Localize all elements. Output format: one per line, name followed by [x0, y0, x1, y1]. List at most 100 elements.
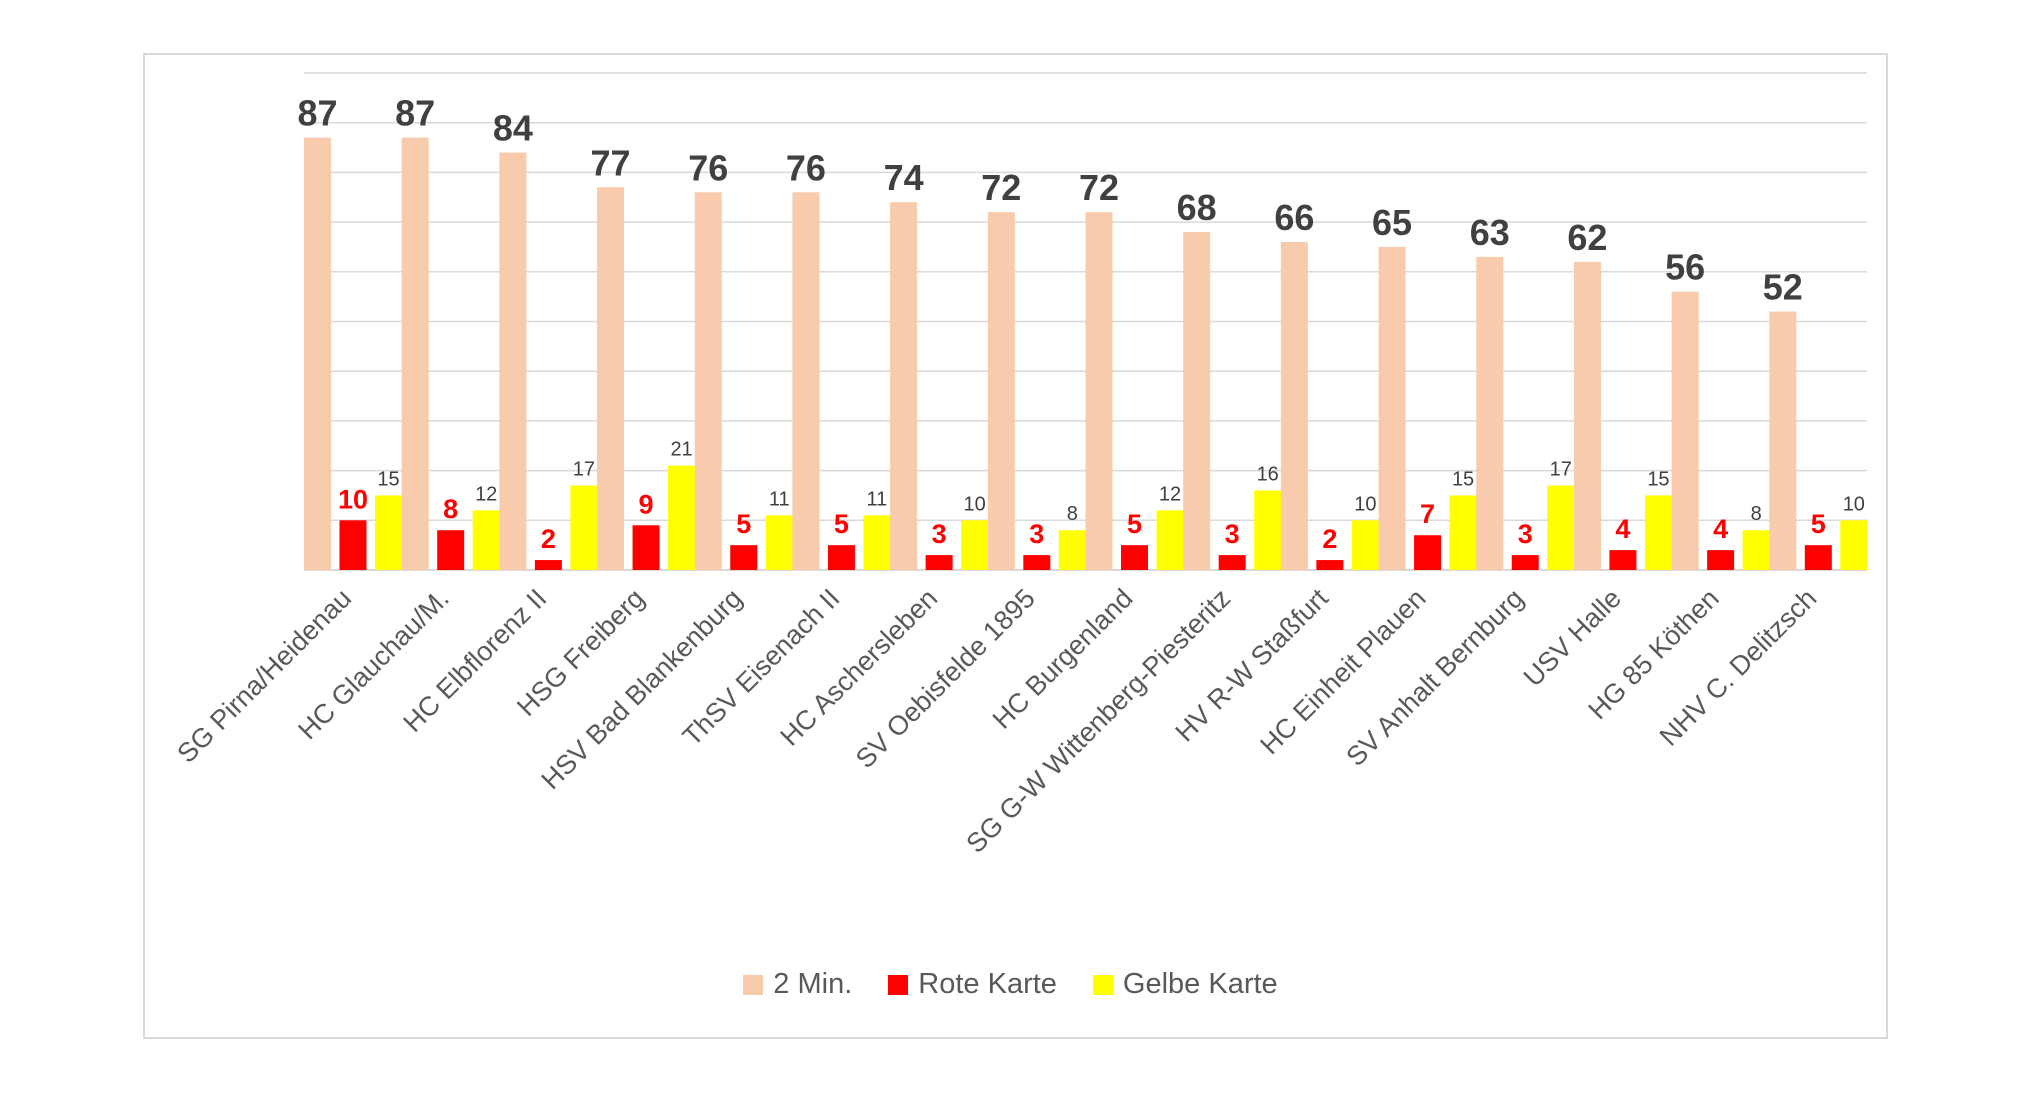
bar-gelbe-karte [1742, 530, 1770, 570]
bar-2min [304, 137, 331, 571]
bar-2min [1280, 241, 1308, 571]
bar-2min [792, 192, 820, 570]
bar-gelbe-karte [472, 510, 500, 570]
category-label: SV Oebisfelde 1895 [850, 583, 1041, 774]
bar-gelbe-karte [1547, 485, 1575, 570]
category-label: SG Pirna/Heidenau [171, 583, 357, 769]
bar-2min [1378, 246, 1406, 570]
data-label-2min: 65 [1372, 202, 1412, 243]
bar-2min [694, 192, 722, 570]
data-label-gelbe-karte: 11 [769, 488, 790, 510]
bar-rote-karte [534, 560, 562, 570]
legend-swatch-gelbe-karte [1092, 974, 1113, 995]
data-label-gelbe-karte: 16 [1257, 463, 1279, 485]
data-label-2min: 84 [493, 108, 533, 149]
legend-item-rote-karte: Rote Karte [888, 968, 1057, 1001]
data-label-2min: 76 [688, 147, 728, 188]
bars [304, 137, 1868, 571]
bar-gelbe-karte [1254, 490, 1282, 570]
bar-rote-karte [1121, 545, 1148, 570]
data-label-2min: 63 [1470, 212, 1510, 253]
bar-gelbe-karte [1058, 530, 1086, 570]
data-label-rote-karte: 4 [1615, 514, 1630, 544]
data-label-rote-karte: 7 [1420, 499, 1435, 529]
bar-gelbe-karte [765, 515, 793, 570]
data-label-2min: 87 [395, 93, 435, 134]
bar-rote-karte [1316, 560, 1344, 570]
data-label-2min: 87 [297, 93, 337, 134]
data-label-2min: 66 [1274, 197, 1314, 238]
data-label-2min: 52 [1763, 267, 1803, 308]
bar-gelbe-karte [668, 465, 696, 570]
bar-gelbe-karte [1840, 520, 1868, 570]
bar-rote-karte [1609, 550, 1637, 570]
data-label-rote-karte: 8 [443, 494, 458, 524]
data-label-rote-karte: 2 [1322, 524, 1337, 554]
bar-rote-karte [437, 530, 465, 570]
bar-2min [1671, 291, 1699, 570]
bar-2min [1573, 261, 1601, 570]
bar-rote-karte [1023, 555, 1051, 570]
legend-label-rote-karte: Rote Karte [918, 968, 1057, 1000]
bar-2min [1085, 212, 1113, 570]
data-label-rote-karte: 5 [834, 509, 849, 539]
data-label-2min: 56 [1665, 247, 1705, 288]
bar-gelbe-karte [961, 520, 989, 570]
data-label-gelbe-karte: 15 [1647, 468, 1669, 490]
data-label-rote-karte: 3 [1518, 519, 1533, 549]
data-label-rote-karte: 3 [1225, 519, 1240, 549]
bar-2min [1769, 311, 1797, 570]
bar-rote-karte [1218, 555, 1246, 570]
data-label-2min: 72 [981, 167, 1021, 208]
bar-gelbe-karte [1449, 495, 1477, 570]
data-label-gelbe-karte: 12 [1159, 483, 1181, 505]
data-label-rote-karte: 5 [1127, 509, 1142, 539]
data-label-gelbe-karte: 8 [1067, 503, 1078, 525]
bar-2min [401, 137, 429, 571]
data-label-rote-karte: 5 [736, 509, 751, 539]
data-label-rote-karte: 10 [338, 484, 368, 514]
legend-item-gelbe-karte: Gelbe Karte [1092, 968, 1278, 1001]
bar-rote-karte [632, 525, 660, 570]
category-label: SV Anhalt Bernburg [1340, 583, 1529, 772]
data-label-2min: 74 [884, 157, 924, 198]
data-label-gelbe-karte: 10 [1354, 493, 1376, 515]
bar-2min [597, 187, 625, 570]
data-label-gelbe-karte: 15 [377, 468, 399, 490]
bar-rote-karte [339, 520, 367, 570]
data-label-2min: 62 [1567, 217, 1607, 258]
legend-swatch-2min [743, 974, 764, 995]
data-label-gelbe-karte: 11 [867, 488, 888, 510]
data-label-gelbe-karte: 15 [1452, 468, 1474, 490]
data-label-rote-karte: 5 [1811, 509, 1826, 539]
bar-2min [499, 152, 527, 570]
bar-rote-karte [1511, 555, 1539, 570]
bar-2min [1476, 256, 1504, 570]
bar-gelbe-karte [570, 485, 598, 570]
data-label-rote-karte: 3 [1029, 519, 1044, 549]
data-label-rote-karte: 2 [541, 524, 556, 554]
legend-item-2min: 2 Min. [743, 968, 852, 1001]
data-label-gelbe-karte: 10 [1843, 493, 1865, 515]
bar-rote-karte [730, 545, 758, 570]
legend-label-gelbe-karte: Gelbe Karte [1122, 968, 1278, 1000]
data-label-gelbe-karte: 17 [1550, 459, 1572, 481]
legend-swatch-rote-karte [888, 974, 909, 995]
category-label: HC Einheit Plauen [1254, 583, 1431, 760]
category-label: HSV Bad Blankenburg [536, 583, 748, 795]
bar-rote-karte [1804, 545, 1832, 570]
legend: 2 Min. Rote Karte Gelbe Karte [0, 968, 2021, 1001]
data-label-gelbe-karte: 10 [964, 493, 986, 515]
bar-2min [987, 212, 1015, 570]
bar-gelbe-karte [1351, 520, 1379, 570]
data-label-gelbe-karte: 8 [1751, 503, 1762, 525]
data-label-2min: 72 [1079, 167, 1119, 208]
bar-rote-karte [925, 555, 953, 570]
data-label-2min: 68 [1177, 187, 1217, 228]
data-label-2min: 77 [591, 142, 631, 183]
data-label-2min: 76 [786, 147, 826, 188]
bar-2min [1183, 232, 1211, 571]
